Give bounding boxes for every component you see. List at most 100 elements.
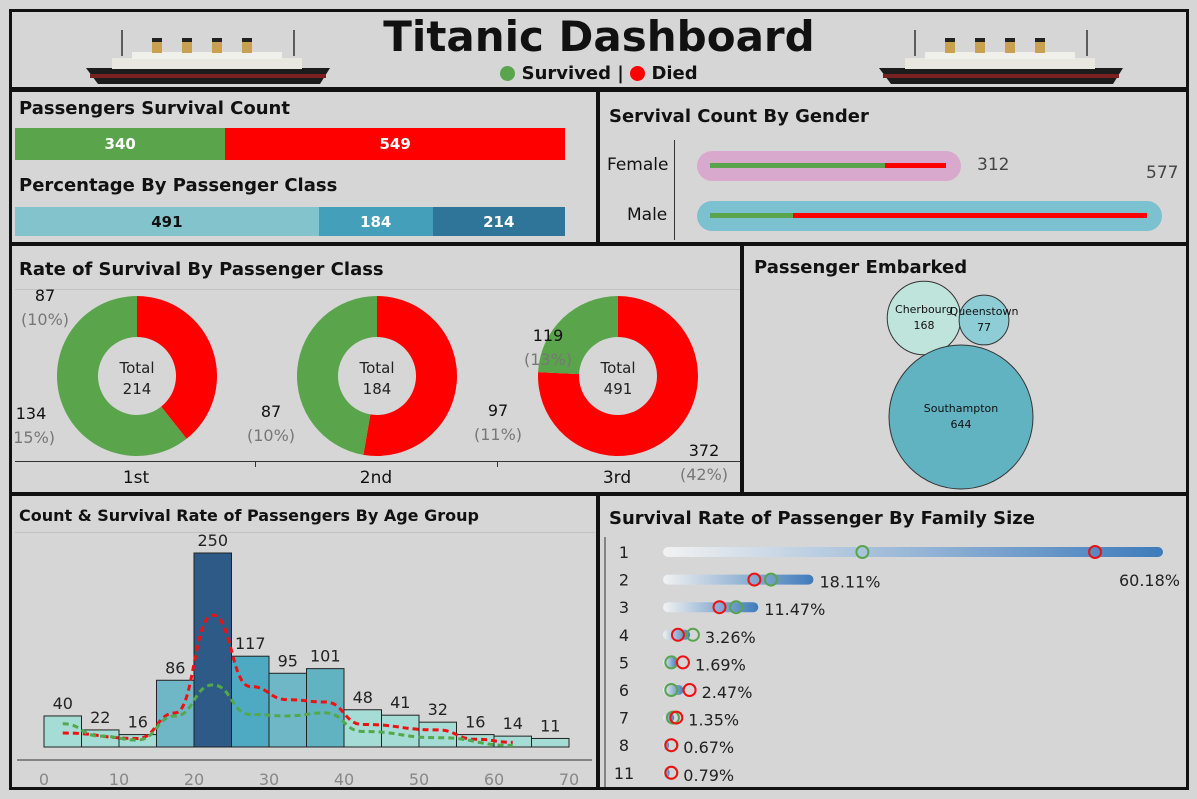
- age-bar-value: 86: [165, 658, 185, 677]
- age-bar: [418, 721, 457, 748]
- age-bar: [531, 737, 570, 748]
- southampton-value: 644: [951, 418, 972, 431]
- age-x-tick: 60: [484, 770, 504, 787]
- age-group-title: Count & Survival Rate of Passengers By A…: [19, 506, 479, 525]
- queenstown-bubble: [958, 294, 1010, 346]
- died-marker: [747, 572, 762, 587]
- class-1-segment: 214: [432, 207, 565, 236]
- died-count-label: 87: [35, 286, 55, 305]
- female-label: Female: [607, 155, 669, 175]
- age-bar-value: 32: [428, 700, 448, 719]
- age-x-tick: 0: [39, 770, 49, 787]
- southampton-bubble: [888, 344, 1034, 490]
- family-rate-value: 1.69%: [695, 655, 746, 674]
- family-size-title: Survival Rate of Passenger By Family Siz…: [609, 508, 1035, 529]
- family-size-label: 8: [619, 736, 629, 755]
- male-survived-line: [710, 213, 794, 218]
- died-count-segment: 549: [225, 128, 565, 160]
- family-rate-value: 18.11%: [819, 573, 880, 592]
- family-size-label: 3: [619, 598, 629, 617]
- died-pct-label: (11%): [474, 425, 522, 444]
- family-rate-value: 11.47%: [764, 600, 825, 619]
- gender-panel: Servival Count By Gender Female 312 577 …: [597, 89, 1189, 245]
- survived-pct-label: (13%): [524, 350, 572, 369]
- age-bar: [156, 679, 195, 748]
- family-size-label: 11: [614, 764, 634, 783]
- family-rate-bar: [663, 574, 814, 585]
- survived-count-label: 119: [533, 326, 564, 345]
- family-rate-bar: [663, 602, 759, 613]
- family-size-chart: 1 60.18% 2 18.11% 3 11.47% 4 3.26% 5 1.69% 6 2.47% 7…: [604, 537, 1180, 787]
- age-bar-value: 95: [278, 651, 298, 670]
- age-x-tick: 30: [259, 770, 279, 787]
- header-panel: Titanic Dashboard Survived | Died: [9, 9, 1189, 90]
- died-marker: [670, 627, 685, 642]
- female-survived-line: [710, 163, 885, 168]
- donut-center-label: Total: [358, 359, 394, 377]
- family-rate-value: 2.47%: [702, 683, 753, 702]
- survived-legend-dot: [500, 66, 516, 81]
- died-marker: [669, 710, 684, 725]
- survived-pct-label: (15%): [12, 428, 55, 447]
- ship-icon-right: [879, 30, 1123, 84]
- class-rate-divider-1: [255, 461, 256, 467]
- survived-marker: [729, 600, 744, 615]
- family-rate-value: 1.35%: [688, 711, 739, 730]
- survived-slice: [57, 296, 187, 456]
- died-rate-line: [62, 613, 513, 744]
- survived-legend-label: Survived: [521, 63, 612, 84]
- age-bar-value: 250: [197, 531, 228, 550]
- died-marker: [664, 738, 679, 753]
- class-3-count: 491: [151, 212, 183, 231]
- cherbourg-bubble: [886, 280, 962, 356]
- donut-center-total: 214: [123, 380, 152, 398]
- age-bar: [43, 715, 82, 748]
- died-legend-dot: [630, 66, 646, 81]
- age-bar-value: 11: [540, 716, 560, 735]
- age-group-title-rule: [15, 532, 595, 533]
- family-rate-value: 3.26%: [705, 628, 756, 647]
- age-bar: [268, 672, 307, 748]
- survived-rate-line: [62, 683, 513, 747]
- family-size-label: 2: [619, 571, 629, 590]
- class-rate-panel: Rate of Survival By Passenger Class Tota…: [9, 243, 743, 495]
- survived-pct-label: (10%): [247, 426, 295, 445]
- age-bar-value: 48: [353, 688, 373, 707]
- dashboard-title: Titanic Dashboard: [383, 12, 815, 61]
- died-count-label: 372: [689, 441, 720, 460]
- class-1-count: 214: [483, 212, 515, 231]
- class-rate-divider-2: [497, 461, 498, 467]
- class-rate-top-rule: [15, 289, 740, 290]
- queenstown-value: 77: [977, 321, 991, 334]
- donut-center-label: Total: [599, 359, 635, 377]
- age-bar-value: 41: [390, 693, 410, 712]
- class-1st-label: 1st: [122, 468, 150, 488]
- age-x-tick: 10: [109, 770, 129, 787]
- class-3rd-label: 3rd: [602, 468, 632, 488]
- family-rate-bar: [663, 685, 684, 695]
- died-marker: [675, 655, 690, 670]
- survived-count-label: 87: [261, 402, 281, 421]
- embarked-panel: Passenger Embarked Cherbourg 168 Queenstow…: [741, 243, 1189, 495]
- survived-slice: [538, 296, 618, 375]
- family-size-label: 4: [619, 626, 629, 645]
- age-bar-value: 16: [128, 713, 148, 732]
- age-bar-value: 22: [90, 708, 110, 727]
- age-bar-value: 16: [465, 713, 485, 732]
- class-percentage-bar: 491 184 214: [15, 207, 565, 236]
- family-size-label: 7: [619, 709, 629, 728]
- embarked-title: Passenger Embarked: [754, 257, 968, 278]
- family-size-label: 5: [619, 653, 629, 672]
- died-marker: [1088, 545, 1103, 559]
- died-legend-label: Died: [651, 63, 698, 84]
- family-size-panel: Survival Rate of Passenger By Family Siz…: [597, 493, 1189, 790]
- ship-icon-left: [86, 30, 330, 84]
- donut-center-total: 491: [604, 380, 633, 398]
- family-rate-value: 60.18%: [1119, 571, 1180, 590]
- southampton-label: Southampton: [924, 402, 998, 415]
- class-2-count: 184: [360, 212, 392, 231]
- queenstown-label: Queenstown: [950, 305, 1019, 318]
- age-bar: [306, 668, 345, 748]
- age-x-tick: 50: [409, 770, 429, 787]
- header-legend: Survived | Died: [12, 63, 1186, 84]
